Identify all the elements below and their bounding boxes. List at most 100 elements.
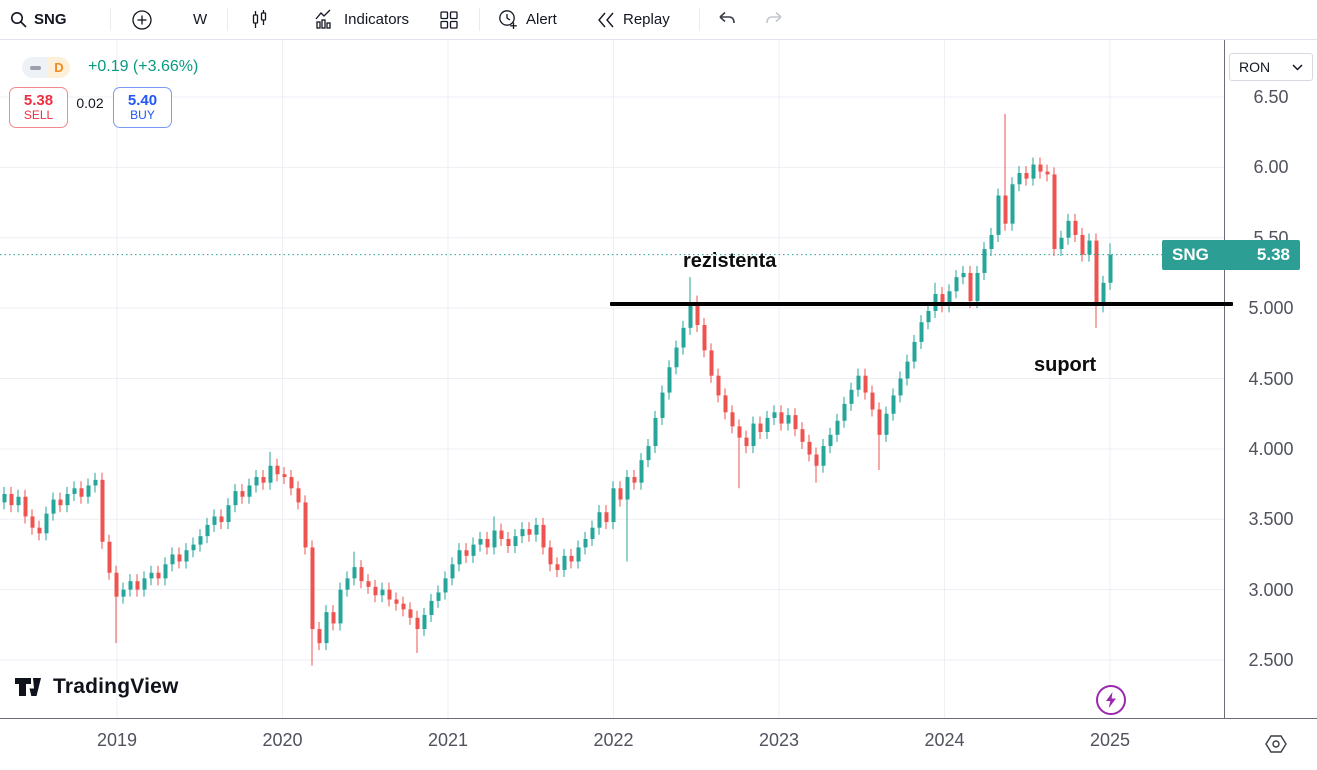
symbol-search-button[interactable]: SNG bbox=[9, 0, 67, 39]
candle-body bbox=[947, 291, 952, 306]
top-toolbar: SNG W Indicators bbox=[0, 0, 1317, 40]
x-tick-label: 2021 bbox=[427, 730, 469, 750]
candle-body bbox=[499, 530, 504, 539]
candle-body bbox=[37, 527, 42, 534]
hexagon-settings-icon[interactable] bbox=[1262, 731, 1290, 757]
layout-button[interactable] bbox=[438, 0, 460, 39]
last-price-axis-label: SNG 5.38 bbox=[1162, 239, 1300, 270]
candle-body bbox=[415, 617, 420, 630]
candle-body bbox=[275, 465, 280, 475]
price-chart[interactable] bbox=[0, 40, 1224, 718]
compare-button[interactable] bbox=[131, 0, 153, 39]
candle-body bbox=[408, 609, 413, 618]
candle-body bbox=[849, 389, 854, 404]
candle-body bbox=[772, 412, 777, 418]
candle-body bbox=[758, 423, 763, 432]
candle-body bbox=[191, 544, 196, 551]
candle-body bbox=[534, 524, 539, 535]
candle-body bbox=[156, 572, 161, 579]
candle-body bbox=[884, 413, 889, 435]
candle-body bbox=[1080, 234, 1085, 255]
candle-body bbox=[919, 322, 924, 342]
candle-body bbox=[611, 488, 616, 523]
y-tick-label: 4.000 bbox=[1248, 438, 1294, 459]
candle-body bbox=[807, 441, 812, 455]
resistance-text-annotation[interactable]: rezistenta bbox=[683, 250, 777, 272]
candle-body bbox=[1087, 240, 1092, 255]
candle-body bbox=[72, 488, 77, 494]
candle-body bbox=[44, 513, 49, 534]
price-axis[interactable]: 6.50 6.00 5.50 5.000 4.500 4.000 3.500 3.000 2.5… bbox=[1224, 40, 1317, 718]
candle-body bbox=[1108, 254, 1113, 283]
candle-body bbox=[527, 529, 532, 535]
alert-label: Alert bbox=[526, 11, 557, 28]
instant-trading-button[interactable] bbox=[1096, 685, 1126, 715]
price-change: +0.19 (+3.66%) bbox=[88, 58, 199, 75]
redo-button[interactable] bbox=[762, 0, 786, 39]
candle-body bbox=[30, 516, 35, 528]
candle-body bbox=[205, 524, 210, 537]
y-tick-label: 3.000 bbox=[1248, 579, 1294, 600]
candle-body bbox=[296, 488, 301, 503]
chart-style-button[interactable] bbox=[249, 0, 270, 39]
buy-label: BUY bbox=[130, 108, 155, 123]
y-tick-label: 6.00 bbox=[1253, 157, 1289, 178]
candle-body bbox=[135, 581, 140, 590]
candle-body bbox=[744, 437, 749, 447]
candle-body bbox=[317, 629, 322, 644]
candle-body bbox=[1031, 164, 1036, 179]
horizontal-line-drawing[interactable] bbox=[610, 301, 1233, 306]
time-axis[interactable]: 2019 2020 2021 2022 2023 2024 2025 bbox=[0, 718, 1317, 770]
sell-label: SELL bbox=[23, 108, 54, 123]
candle-body bbox=[968, 272, 973, 302]
x-tick-label: 2019 bbox=[96, 730, 138, 750]
candle-body bbox=[457, 550, 462, 565]
toolbar-divider bbox=[479, 8, 480, 31]
candle-body bbox=[359, 567, 364, 582]
candle-body bbox=[240, 491, 245, 497]
candle-body bbox=[177, 554, 182, 562]
sell-button[interactable]: 5.38 SELL bbox=[9, 87, 68, 128]
toolbar-divider bbox=[227, 8, 228, 31]
candle-body bbox=[128, 581, 133, 590]
x-tick-label: 2025 bbox=[1089, 730, 1131, 750]
candle-body bbox=[639, 460, 644, 483]
search-icon bbox=[11, 12, 27, 28]
timeframe-badge[interactable]: D bbox=[22, 57, 70, 78]
candle-body bbox=[492, 530, 497, 548]
support-text-annotation[interactable]: suport bbox=[1034, 354, 1097, 376]
candle-body bbox=[9, 493, 14, 506]
candle-body bbox=[429, 600, 434, 615]
candle-body bbox=[912, 341, 917, 362]
tradingview-logo[interactable]: TradingView bbox=[14, 675, 179, 699]
replay-button[interactable]: Replay bbox=[595, 0, 670, 39]
candle-body bbox=[373, 586, 378, 596]
currency-selector[interactable]: RON bbox=[1229, 53, 1313, 81]
candle-body bbox=[401, 603, 406, 610]
candle-body bbox=[79, 488, 84, 497]
x-tick-label: 2024 bbox=[924, 730, 965, 750]
candle-body bbox=[1066, 220, 1071, 238]
candle-body bbox=[436, 592, 441, 601]
candle-body bbox=[1059, 237, 1064, 250]
candle-body bbox=[835, 420, 840, 435]
interval-button[interactable]: W bbox=[193, 0, 207, 39]
candle-body bbox=[751, 423, 756, 447]
indicators-button[interactable]: Indicators bbox=[313, 0, 409, 39]
candle-body bbox=[338, 589, 343, 624]
undo-button[interactable] bbox=[715, 0, 739, 39]
candle-body bbox=[1010, 184, 1015, 224]
alert-button[interactable]: Alert bbox=[496, 0, 557, 39]
x-tick-label: 2020 bbox=[262, 730, 303, 750]
candle-body bbox=[86, 485, 91, 497]
candle-body bbox=[667, 367, 672, 393]
candle-body bbox=[765, 417, 770, 432]
buy-button[interactable]: 5.40 BUY bbox=[113, 87, 172, 128]
candle-body bbox=[471, 544, 476, 556]
candle-body bbox=[674, 347, 679, 368]
candle-body bbox=[870, 392, 875, 410]
candle-body bbox=[779, 412, 784, 424]
candle-body bbox=[800, 429, 805, 442]
candles-icon bbox=[252, 10, 267, 28]
